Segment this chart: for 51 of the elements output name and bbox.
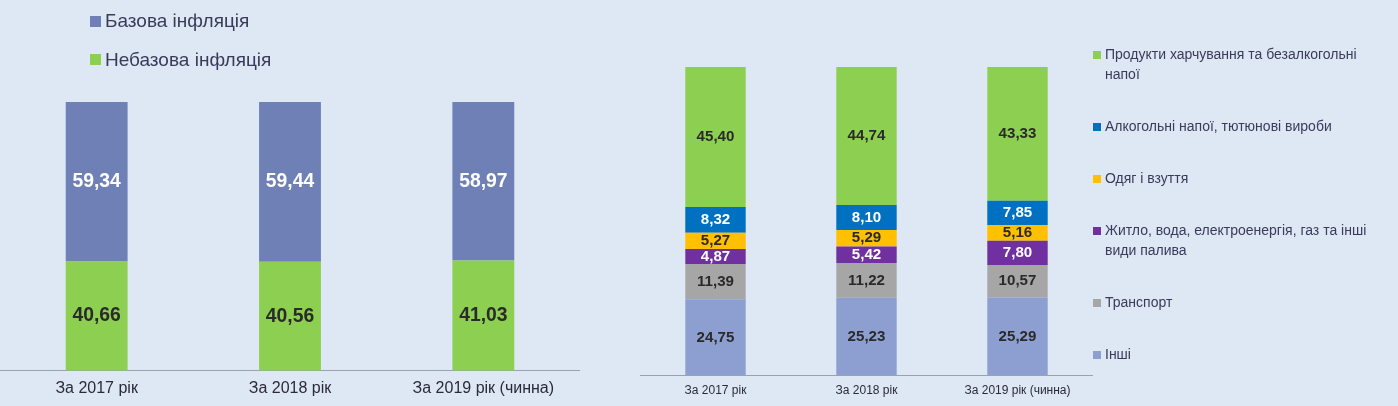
- bar: [987, 67, 1048, 201]
- x-tick-label: За 2019 рік (чинна): [412, 378, 555, 396]
- legend-label: Алкогольні напої, тютюнові вироби: [1105, 116, 1332, 136]
- legend-label: Небазова інфляція: [105, 47, 272, 72]
- data-label: 40,56: [265, 304, 315, 326]
- data-label: 24,75: [696, 327, 735, 345]
- legend-label: Одяг і взуття: [1105, 169, 1189, 189]
- data-label: 5,27: [700, 231, 731, 249]
- bar: [987, 297, 1048, 376]
- data-label: 10,57: [998, 271, 1037, 289]
- bar: [259, 261, 321, 371]
- data-label: 43,33: [998, 124, 1037, 142]
- data-label: 7,80: [1002, 243, 1033, 261]
- bar: [452, 260, 515, 371]
- data-label: 58,97: [459, 169, 508, 191]
- bar: [259, 102, 321, 262]
- bar: [685, 67, 746, 208]
- data-label: 44,74: [847, 126, 886, 144]
- legend-label: Інші: [1105, 345, 1131, 365]
- legend-label: Житло, вода, електроенергія, газ та інші види палива: [1105, 221, 1368, 260]
- data-label: 7,85: [1002, 203, 1033, 220]
- x-tick-label: За 2017 рік: [55, 378, 139, 396]
- data-label: 41,03: [459, 303, 508, 325]
- legend-label: Продукти харчування та безалкогольні напої: [1105, 45, 1358, 84]
- data-label: 59,44: [265, 170, 315, 192]
- data-label: 5,16: [1002, 223, 1033, 241]
- data-label: 8,32: [700, 210, 731, 228]
- x-tick-label: За 2017 рік: [684, 383, 748, 398]
- bar: [65, 102, 128, 262]
- bar: [685, 299, 746, 376]
- data-label: 25,23: [847, 326, 886, 344]
- data-label: 5,42: [851, 244, 882, 262]
- x-tick-label: За 2018 рік: [835, 383, 899, 398]
- x-tick-label: За 2019 рік (чинна): [964, 383, 1071, 398]
- bar: [65, 261, 128, 371]
- bar: [452, 102, 515, 261]
- data-label: 11,22: [848, 270, 885, 288]
- legend-label: Базова інфляція: [105, 9, 250, 33]
- legend-label: Транспорт: [1105, 293, 1173, 313]
- data-label: 5,29: [851, 228, 882, 246]
- bar: [836, 263, 897, 298]
- bar: [987, 264, 1048, 298]
- data-label: 40,66: [72, 304, 122, 326]
- bar: [836, 67, 897, 206]
- data-label: 8,10: [851, 207, 882, 225]
- data-label: 59,34: [72, 170, 122, 192]
- bar: [836, 297, 897, 376]
- data-label: 11,39: [697, 271, 734, 289]
- data-label: 25,29: [998, 326, 1037, 344]
- x-tick-label: За 2018 рік: [248, 378, 333, 396]
- data-label: 45,40: [696, 127, 735, 145]
